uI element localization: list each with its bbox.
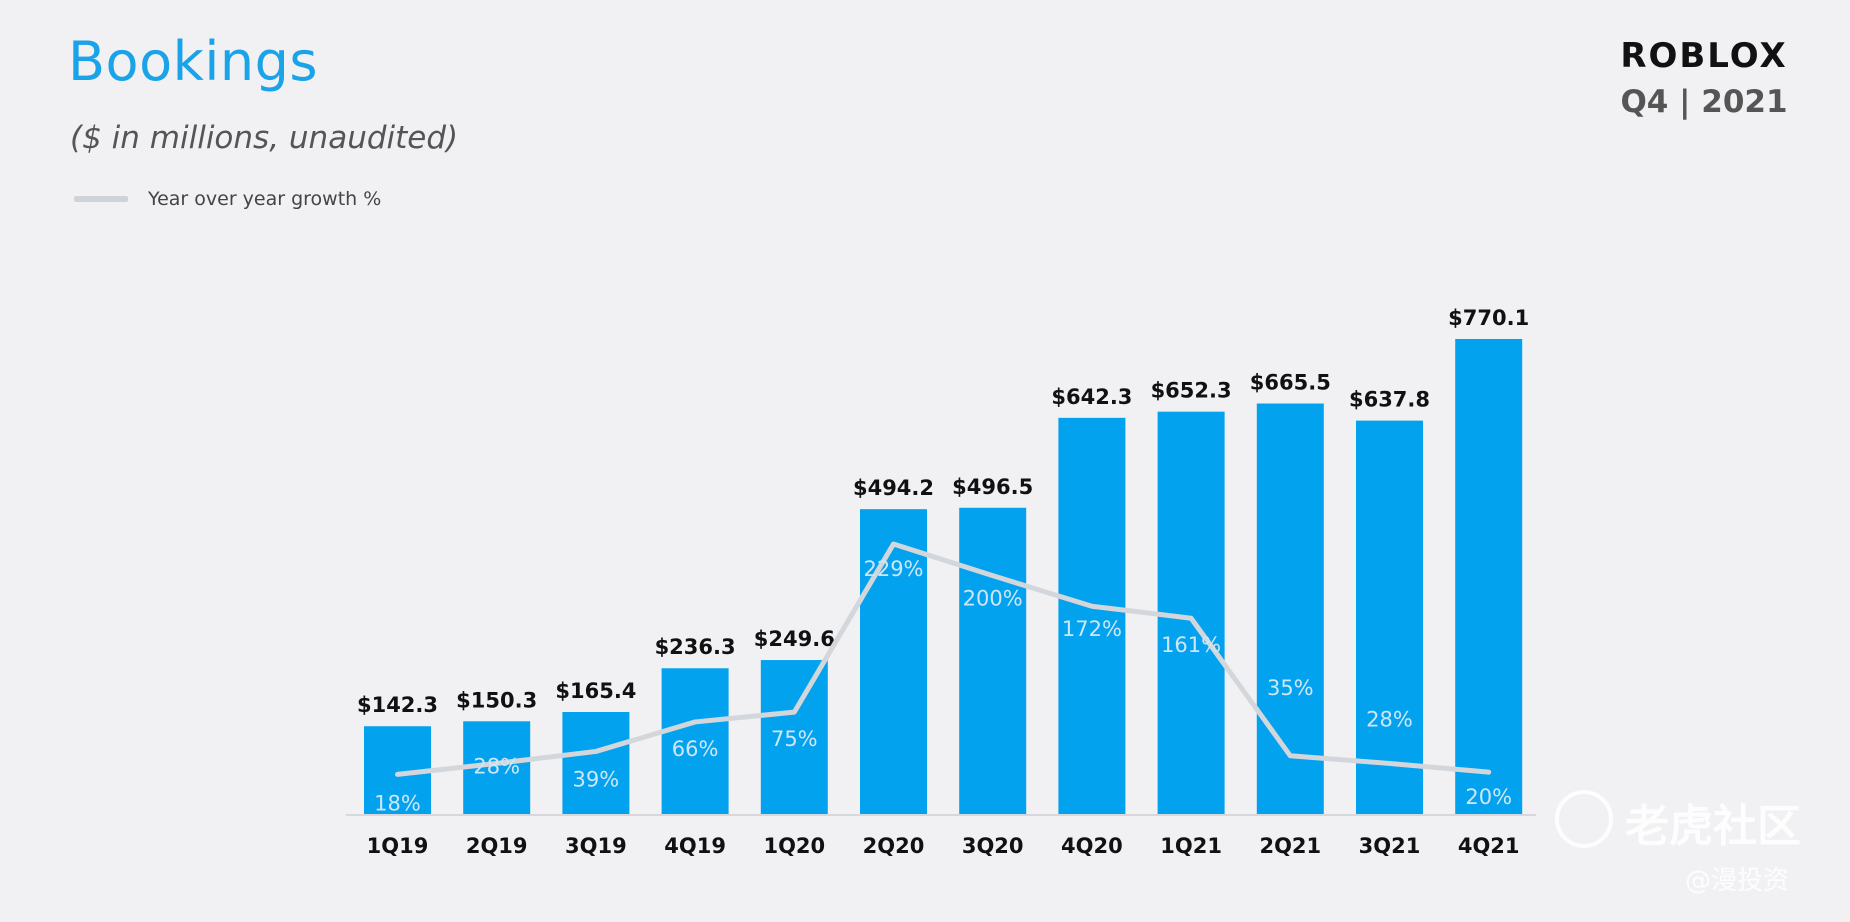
bar-value-label: $494.2 (853, 476, 934, 500)
bar-2Q20 (860, 509, 927, 814)
bar-value-label: $770.1 (1448, 306, 1529, 330)
growth-line (395, 541, 1492, 777)
growth-value-label: 66% (672, 737, 719, 761)
growth-value-label: 39% (573, 767, 620, 791)
x-tick-label: 4Q20 (1061, 834, 1123, 858)
growth-value-label: 161% (1161, 633, 1221, 657)
bar-4Q20 (1058, 417, 1126, 814)
bar-value-label: $236.3 (655, 635, 736, 659)
x-tick-label: 4Q19 (664, 834, 726, 858)
bar-value-label: $150.3 (456, 688, 537, 712)
legend-line-swatch (74, 196, 128, 202)
legend-label: Year over year growth % (148, 188, 382, 210)
x-tick-label: 3Q19 (565, 834, 627, 858)
x-tick-label: 2Q20 (863, 834, 925, 858)
bar-value-label: $637.8 (1349, 388, 1430, 412)
bar-value-label: $165.4 (555, 679, 636, 703)
x-tick-label: 1Q21 (1160, 834, 1222, 858)
page-subtitle: ($ in millions, unaudited) (70, 120, 459, 156)
x-tick-label: 1Q20 (763, 834, 825, 858)
growth-value-label: 28% (473, 754, 520, 778)
bar-value-label: $652.3 (1151, 379, 1232, 403)
x-tick-label: 3Q20 (962, 834, 1024, 858)
bar-value-label: $665.5 (1250, 371, 1331, 395)
growth-value-label: 35% (1267, 676, 1314, 700)
roblox-logo: ROBLOX (1620, 36, 1788, 76)
bar-2Q21 (1256, 403, 1324, 814)
bar-value-label: $142.3 (357, 693, 438, 717)
growth-value-label: 200% (963, 587, 1023, 611)
growth-value-label: 20% (1465, 785, 1512, 809)
bar-3Q21 (1356, 420, 1423, 814)
bar-1Q21 (1157, 411, 1225, 814)
x-tick-label: 4Q21 (1458, 834, 1520, 858)
report-period: Q4 | 2021 (1620, 84, 1788, 120)
chart-legend: Year over year growth % (74, 188, 381, 210)
watermark-logo-icon (1555, 790, 1613, 848)
bar-value-label: $249.6 (754, 627, 835, 651)
watermark-handle: @漫投资 (1685, 866, 1790, 896)
x-tick-label: 2Q21 (1259, 834, 1321, 858)
bar-4Q19 (661, 668, 729, 814)
brand-block: ROBLOX Q4 | 2021 (1604, 36, 1804, 120)
growth-value-label: 75% (771, 727, 818, 751)
bar-1Q20 (760, 660, 828, 814)
growth-value-label: 28% (1366, 707, 1413, 731)
x-tick-label: 2Q19 (466, 834, 528, 858)
bar-3Q20 (959, 507, 1027, 814)
bar-value-label: $496.5 (952, 475, 1033, 499)
x-tick-label: 3Q21 (1359, 834, 1421, 858)
bar-4Q21 (1455, 339, 1523, 814)
growth-value-label: 18% (374, 791, 421, 815)
x-tick-label: 1Q19 (367, 834, 429, 858)
bar-value-label: $642.3 (1051, 385, 1132, 409)
growth-value-label: 229% (863, 557, 923, 581)
bar-3Q19 (562, 711, 630, 814)
page-title: Bookings (68, 30, 319, 93)
watermark-text: 老虎社区 (1625, 801, 1801, 852)
growth-value-label: 172% (1062, 617, 1122, 641)
